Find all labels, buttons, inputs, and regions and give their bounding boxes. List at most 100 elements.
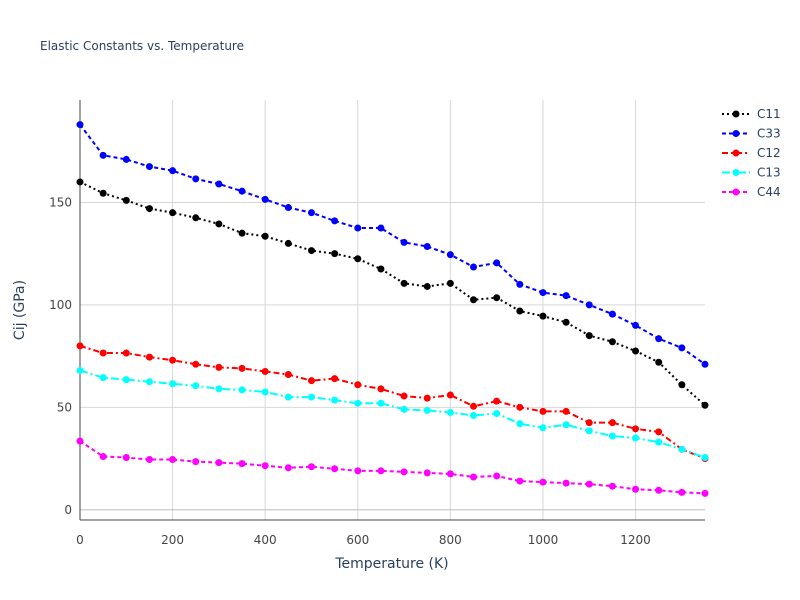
- data-point-c12: [122, 349, 130, 357]
- data-point-c12: [585, 419, 593, 427]
- data-point-c44: [284, 464, 292, 472]
- data-point-c33: [562, 292, 570, 300]
- data-point-c33: [238, 187, 246, 195]
- data-point-c44: [76, 437, 84, 445]
- series-c12: [76, 342, 709, 463]
- data-point-c33: [423, 242, 431, 250]
- data-point-c44: [562, 479, 570, 487]
- data-point-c11: [145, 205, 153, 213]
- data-point-c11: [284, 239, 292, 247]
- legend-label: C12: [757, 146, 781, 160]
- data-point-c44: [423, 469, 431, 477]
- data-point-c12: [516, 403, 524, 411]
- data-point-c12: [307, 377, 315, 385]
- data-point-c12: [238, 364, 246, 372]
- data-point-c44: [261, 462, 269, 470]
- data-point-c11: [470, 296, 478, 304]
- legend-swatch-marker: [732, 149, 740, 157]
- data-point-c11: [307, 247, 315, 255]
- data-point-c12: [99, 349, 107, 357]
- data-point-c13: [400, 405, 408, 413]
- data-point-c44: [678, 488, 686, 496]
- data-point-c44: [701, 489, 709, 497]
- legend-swatch-marker: [732, 169, 740, 176]
- data-point-c44: [307, 463, 315, 471]
- data-point-c13: [331, 396, 339, 404]
- data-point-c13: [701, 454, 709, 462]
- data-point-c13: [145, 378, 153, 386]
- data-point-c13: [215, 385, 223, 393]
- data-point-c44: [238, 460, 246, 468]
- legend-item-c33[interactable]: C33: [722, 127, 781, 141]
- data-point-c11: [238, 229, 246, 237]
- series-c11: [76, 178, 709, 409]
- data-point-c11: [608, 338, 616, 346]
- data-point-c11: [423, 282, 431, 290]
- data-point-c12: [76, 342, 84, 350]
- data-point-c44: [169, 456, 177, 464]
- series-line-c33: [79, 123, 706, 366]
- data-point-c13: [423, 406, 431, 414]
- data-point-c13: [655, 438, 663, 446]
- data-point-c33: [377, 224, 385, 232]
- tick-labels: 0 200 400 600 800 1000 1200 0 50 100 150: [49, 195, 651, 547]
- legend-label: C11: [757, 107, 781, 121]
- data-point-c13: [99, 374, 107, 382]
- gridlines: [80, 100, 705, 520]
- data-point-c13: [539, 424, 547, 432]
- data-point-c11: [192, 214, 200, 222]
- series-c33: [76, 121, 709, 368]
- legend-item-c12[interactable]: C12: [722, 146, 781, 160]
- data-point-c13: [192, 382, 200, 390]
- x-tick-label: 400: [254, 533, 277, 547]
- data-point-c12: [423, 394, 431, 402]
- data-point-c33: [145, 163, 153, 171]
- data-point-c12: [331, 375, 339, 383]
- data-point-c44: [655, 486, 663, 494]
- data-point-c11: [446, 279, 454, 287]
- data-point-c33: [608, 310, 616, 318]
- legend[interactable]: C11 C33 C12 C13 C44: [722, 107, 781, 199]
- data-point-c12: [400, 392, 408, 400]
- data-point-c44: [446, 470, 454, 478]
- data-point-c33: [99, 151, 107, 159]
- axes: [79, 100, 705, 521]
- data-point-c44: [516, 477, 524, 485]
- data-point-c33: [493, 259, 501, 267]
- data-point-c11: [493, 294, 501, 302]
- data-point-c33: [331, 217, 339, 225]
- data-point-c44: [192, 458, 200, 466]
- data-point-c13: [493, 409, 501, 417]
- data-point-c44: [377, 467, 385, 475]
- data-point-c33: [701, 360, 709, 368]
- data-point-c12: [655, 428, 663, 436]
- data-point-c33: [632, 321, 640, 329]
- data-point-c11: [678, 381, 686, 389]
- data-point-c12: [377, 385, 385, 393]
- data-point-c44: [331, 465, 339, 473]
- data-point-c33: [76, 121, 84, 129]
- legend-item-c44[interactable]: C44: [722, 185, 781, 199]
- data-point-c33: [516, 280, 524, 288]
- data-point-c44: [122, 454, 130, 462]
- data-point-c13: [377, 399, 385, 407]
- data-point-c11: [354, 255, 362, 263]
- data-point-c12: [145, 353, 153, 361]
- y-tick-label: 150: [49, 195, 72, 209]
- data-point-c11: [169, 209, 177, 217]
- x-tick-label: 1200: [620, 533, 651, 547]
- x-tick-label: 1000: [528, 533, 559, 547]
- data-point-c44: [493, 472, 501, 480]
- y-tick-label: 100: [49, 298, 72, 312]
- data-point-c11: [632, 347, 640, 355]
- series: [76, 121, 709, 497]
- data-point-c33: [169, 167, 177, 175]
- legend-item-c13[interactable]: C13: [722, 166, 781, 180]
- data-point-c11: [99, 189, 107, 197]
- x-tick-label: 200: [161, 533, 184, 547]
- data-point-c33: [470, 263, 478, 271]
- data-point-c13: [307, 393, 315, 401]
- y-tick-label: 0: [64, 503, 72, 517]
- legend-item-c11[interactable]: C11: [722, 107, 781, 121]
